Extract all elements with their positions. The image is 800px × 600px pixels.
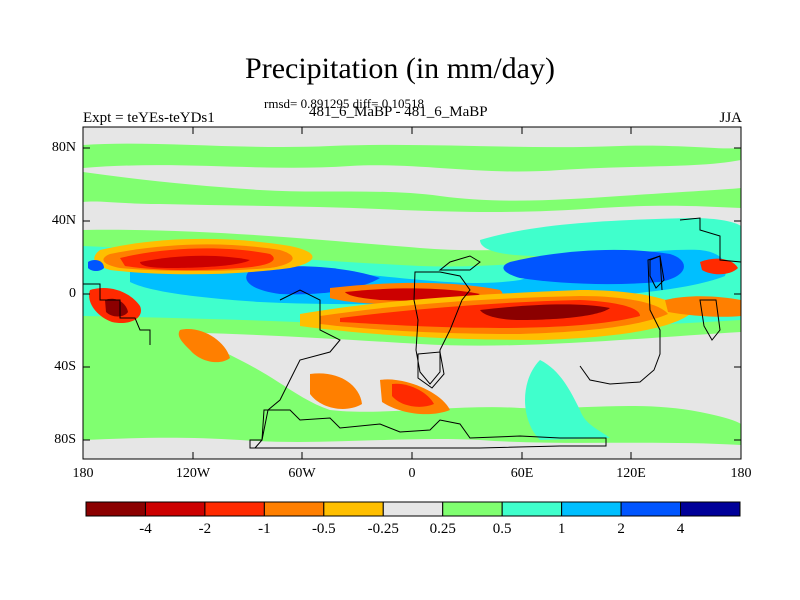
coast-europe bbox=[438, 255, 481, 271]
colorbar-label: -2 bbox=[198, 521, 212, 537]
anomaly-orange-eastpacific bbox=[665, 296, 741, 317]
coast-indonesia bbox=[649, 255, 665, 289]
colorbar-swatch bbox=[442, 501, 503, 517]
season-label: JJA bbox=[719, 110, 742, 126]
coast-south-america bbox=[254, 289, 341, 449]
lat-tick-40n: 40N bbox=[51, 213, 76, 228]
lon-tick-60w: 60W bbox=[288, 466, 316, 481]
colorbar-label: 1 bbox=[557, 521, 566, 537]
lat-tick-40s: 40S bbox=[54, 359, 76, 374]
colorbar-label: -1 bbox=[258, 521, 271, 537]
colorbar-swatch bbox=[323, 501, 384, 517]
lon-tick-180w: 180 bbox=[72, 466, 94, 481]
anomaly-blue-indian bbox=[503, 249, 684, 285]
lat-tick-80s: 80S bbox=[54, 432, 76, 447]
anomaly-blue-dot bbox=[88, 260, 104, 271]
colorbar-label: 4 bbox=[676, 521, 685, 537]
anomaly-cyan-north bbox=[480, 218, 741, 256]
colorbar-label: 0.5 bbox=[492, 521, 512, 537]
stats-line: rmsd= 0.891295 diff= 0.10518 bbox=[264, 96, 424, 111]
lat-tick-0: 0 bbox=[69, 286, 76, 301]
anomaly-darkred-north bbox=[140, 255, 250, 268]
colorbar-label: -0.5 bbox=[311, 521, 336, 537]
coast-north-america bbox=[83, 283, 151, 345]
anomaly-red-eastpacific bbox=[700, 258, 738, 275]
anomaly-cyan-south bbox=[525, 360, 610, 440]
lon-tick-120w: 120W bbox=[175, 466, 211, 481]
colorbar-swatch bbox=[85, 501, 146, 517]
anomaly-green-north bbox=[83, 143, 741, 172]
colorbar-label: -0.25 bbox=[367, 521, 399, 537]
lon-tick-60e: 60E bbox=[510, 466, 534, 481]
coast-africa bbox=[413, 271, 471, 385]
colorbar-swatch bbox=[382, 501, 444, 517]
coastlines bbox=[83, 217, 741, 449]
colorbar-swatch bbox=[620, 501, 682, 517]
anomaly-orange-southatlantic bbox=[310, 373, 362, 409]
lon-tick-0: 0 bbox=[408, 466, 416, 481]
coast-newzealand bbox=[699, 299, 721, 341]
lon-tick-120e: 120E bbox=[616, 466, 646, 481]
coast-antarctica bbox=[249, 409, 607, 449]
colorbar bbox=[85, 501, 741, 517]
colorbar-label: 2 bbox=[617, 521, 625, 537]
experiment-label: Expt = teYEs-teYDs1 bbox=[83, 110, 215, 126]
axis-ticks bbox=[82, 127, 742, 459]
map-title: Precipitation (in mm/day) bbox=[245, 52, 555, 85]
coast-africa-south bbox=[417, 351, 445, 389]
colorbar-label: 0.25 bbox=[429, 521, 456, 537]
precipitation-field bbox=[83, 143, 741, 445]
anomaly-green-north2 bbox=[83, 172, 741, 212]
anomaly-orange-southamerica bbox=[178, 329, 230, 363]
lat-tick-80n: 80N bbox=[51, 140, 76, 155]
colorbar-swatch bbox=[263, 501, 325, 517]
colorbar-label: -4 bbox=[139, 521, 152, 537]
anomaly-red-africa bbox=[392, 383, 434, 407]
lon-tick-180e: 180 bbox=[730, 466, 752, 481]
colorbar-swatch bbox=[501, 501, 563, 517]
colorbar-swatch bbox=[144, 501, 206, 517]
colorbar-swatch bbox=[561, 501, 622, 517]
colorbar-swatch bbox=[680, 501, 741, 517]
anomaly-darkred-south bbox=[480, 304, 610, 320]
coast-asia bbox=[679, 217, 741, 263]
colorbar-swatch bbox=[204, 501, 265, 517]
map-subtitle: 481_6_MaBP - 481_6_MaBP bbox=[309, 104, 488, 120]
anomaly-darkred-westpacific bbox=[105, 298, 128, 317]
